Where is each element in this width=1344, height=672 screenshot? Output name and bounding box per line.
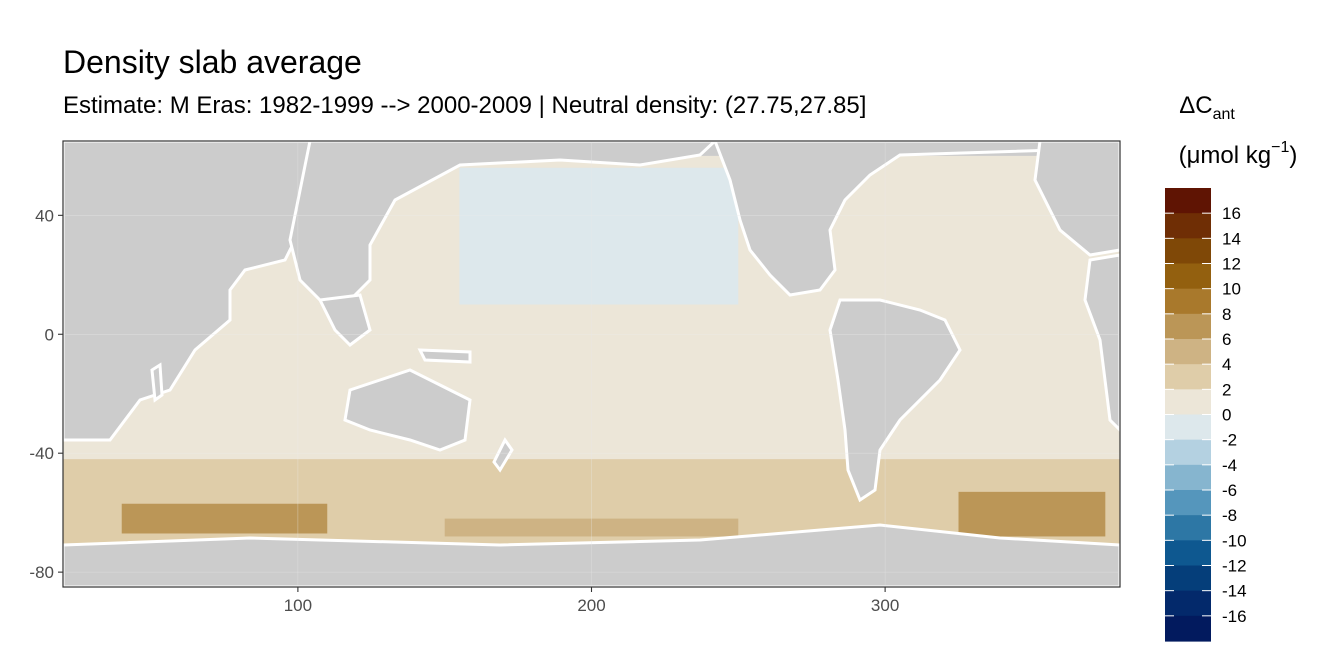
island-madagascar — [150, 362, 164, 403]
legend-label: -4 — [1222, 456, 1237, 475]
legend-label: 6 — [1222, 330, 1231, 349]
ocean-field-map — [63, 141, 1120, 587]
y-tick-label: 40 — [35, 206, 54, 225]
field-region-indian-sector-core — [121, 503, 328, 534]
legend-label: -2 — [1222, 431, 1237, 450]
legend-swatch — [1165, 313, 1211, 340]
legend: ΔCant (μmol kg−1) 16 14 12 10 8 6 4 2 0 -2 -4 -6 -8 -… — [1165, 92, 1297, 642]
field-region-atlantic-sector-core — [958, 491, 1106, 537]
island-new-guinea — [417, 348, 472, 364]
legend-label: 12 — [1222, 255, 1241, 274]
legend-label: 16 — [1222, 204, 1241, 223]
legend-swatch — [1165, 540, 1211, 567]
x-tick-label: 300 — [871, 596, 899, 615]
field-region-north-pacific — [459, 167, 739, 305]
legend-swatch — [1165, 464, 1211, 491]
continent-africa-east — [1083, 253, 1120, 433]
legend-label: -6 — [1222, 481, 1237, 500]
continent-asia — [288, 141, 718, 307]
legend-label: -14 — [1222, 582, 1247, 601]
legend-label: 14 — [1222, 229, 1241, 248]
legend-swatch — [1165, 515, 1211, 541]
legend-color-bar — [1165, 188, 1211, 642]
chart-subtitle: Estimate: M Eras: 1982-1999 --> 2000-200… — [63, 92, 867, 119]
legend-swatch — [1165, 213, 1211, 239]
legend-swatch — [1165, 364, 1211, 390]
legend-unit: (μmol kg−1) — [1179, 139, 1298, 169]
continent-europe — [1033, 141, 1120, 257]
x-tick-label: 100 — [284, 596, 312, 615]
legend-label: 2 — [1222, 380, 1231, 399]
legend-swatch — [1165, 565, 1211, 592]
legend-swatch — [1165, 590, 1211, 617]
continent-australia — [343, 368, 472, 452]
legend-label: 4 — [1222, 355, 1231, 374]
y-tick-label: -40 — [29, 444, 54, 463]
continents — [63, 141, 1120, 587]
island-new-zealand — [492, 437, 514, 473]
legend-swatch — [1165, 439, 1211, 466]
legend-label: 8 — [1222, 305, 1231, 324]
legend-label: 0 — [1222, 406, 1231, 425]
y-tick-label: -80 — [29, 563, 54, 582]
legend-swatch — [1165, 490, 1211, 516]
legend-label: -10 — [1222, 531, 1247, 550]
legend-swatch — [1165, 288, 1211, 315]
legend-swatch — [1165, 339, 1211, 365]
legend-swatch — [1165, 389, 1211, 416]
legend-swatch — [1165, 188, 1211, 214]
legend-swatch — [1165, 263, 1211, 290]
legend-title: ΔCant — [1179, 92, 1235, 123]
grid-lines — [63, 141, 1120, 587]
legend-swatch — [1165, 414, 1211, 441]
continent-indochina — [317, 293, 372, 347]
legend-label: -8 — [1222, 506, 1237, 525]
legend-swatch — [1165, 615, 1211, 642]
y-tick-label: 0 — [45, 325, 54, 344]
chart-title: Density slab average — [63, 44, 362, 80]
legend-label: 10 — [1222, 280, 1241, 299]
legend-label: -12 — [1222, 557, 1247, 576]
continent-south-america — [828, 298, 962, 503]
x-tick-label: 200 — [577, 596, 605, 615]
legend-swatch — [1165, 238, 1211, 265]
legend-labels: 16 14 12 10 8 6 4 2 0 -2 -4 -6 -8 -10 -12 -14 -16 — [1222, 204, 1247, 626]
legend-label: -16 — [1222, 607, 1247, 626]
